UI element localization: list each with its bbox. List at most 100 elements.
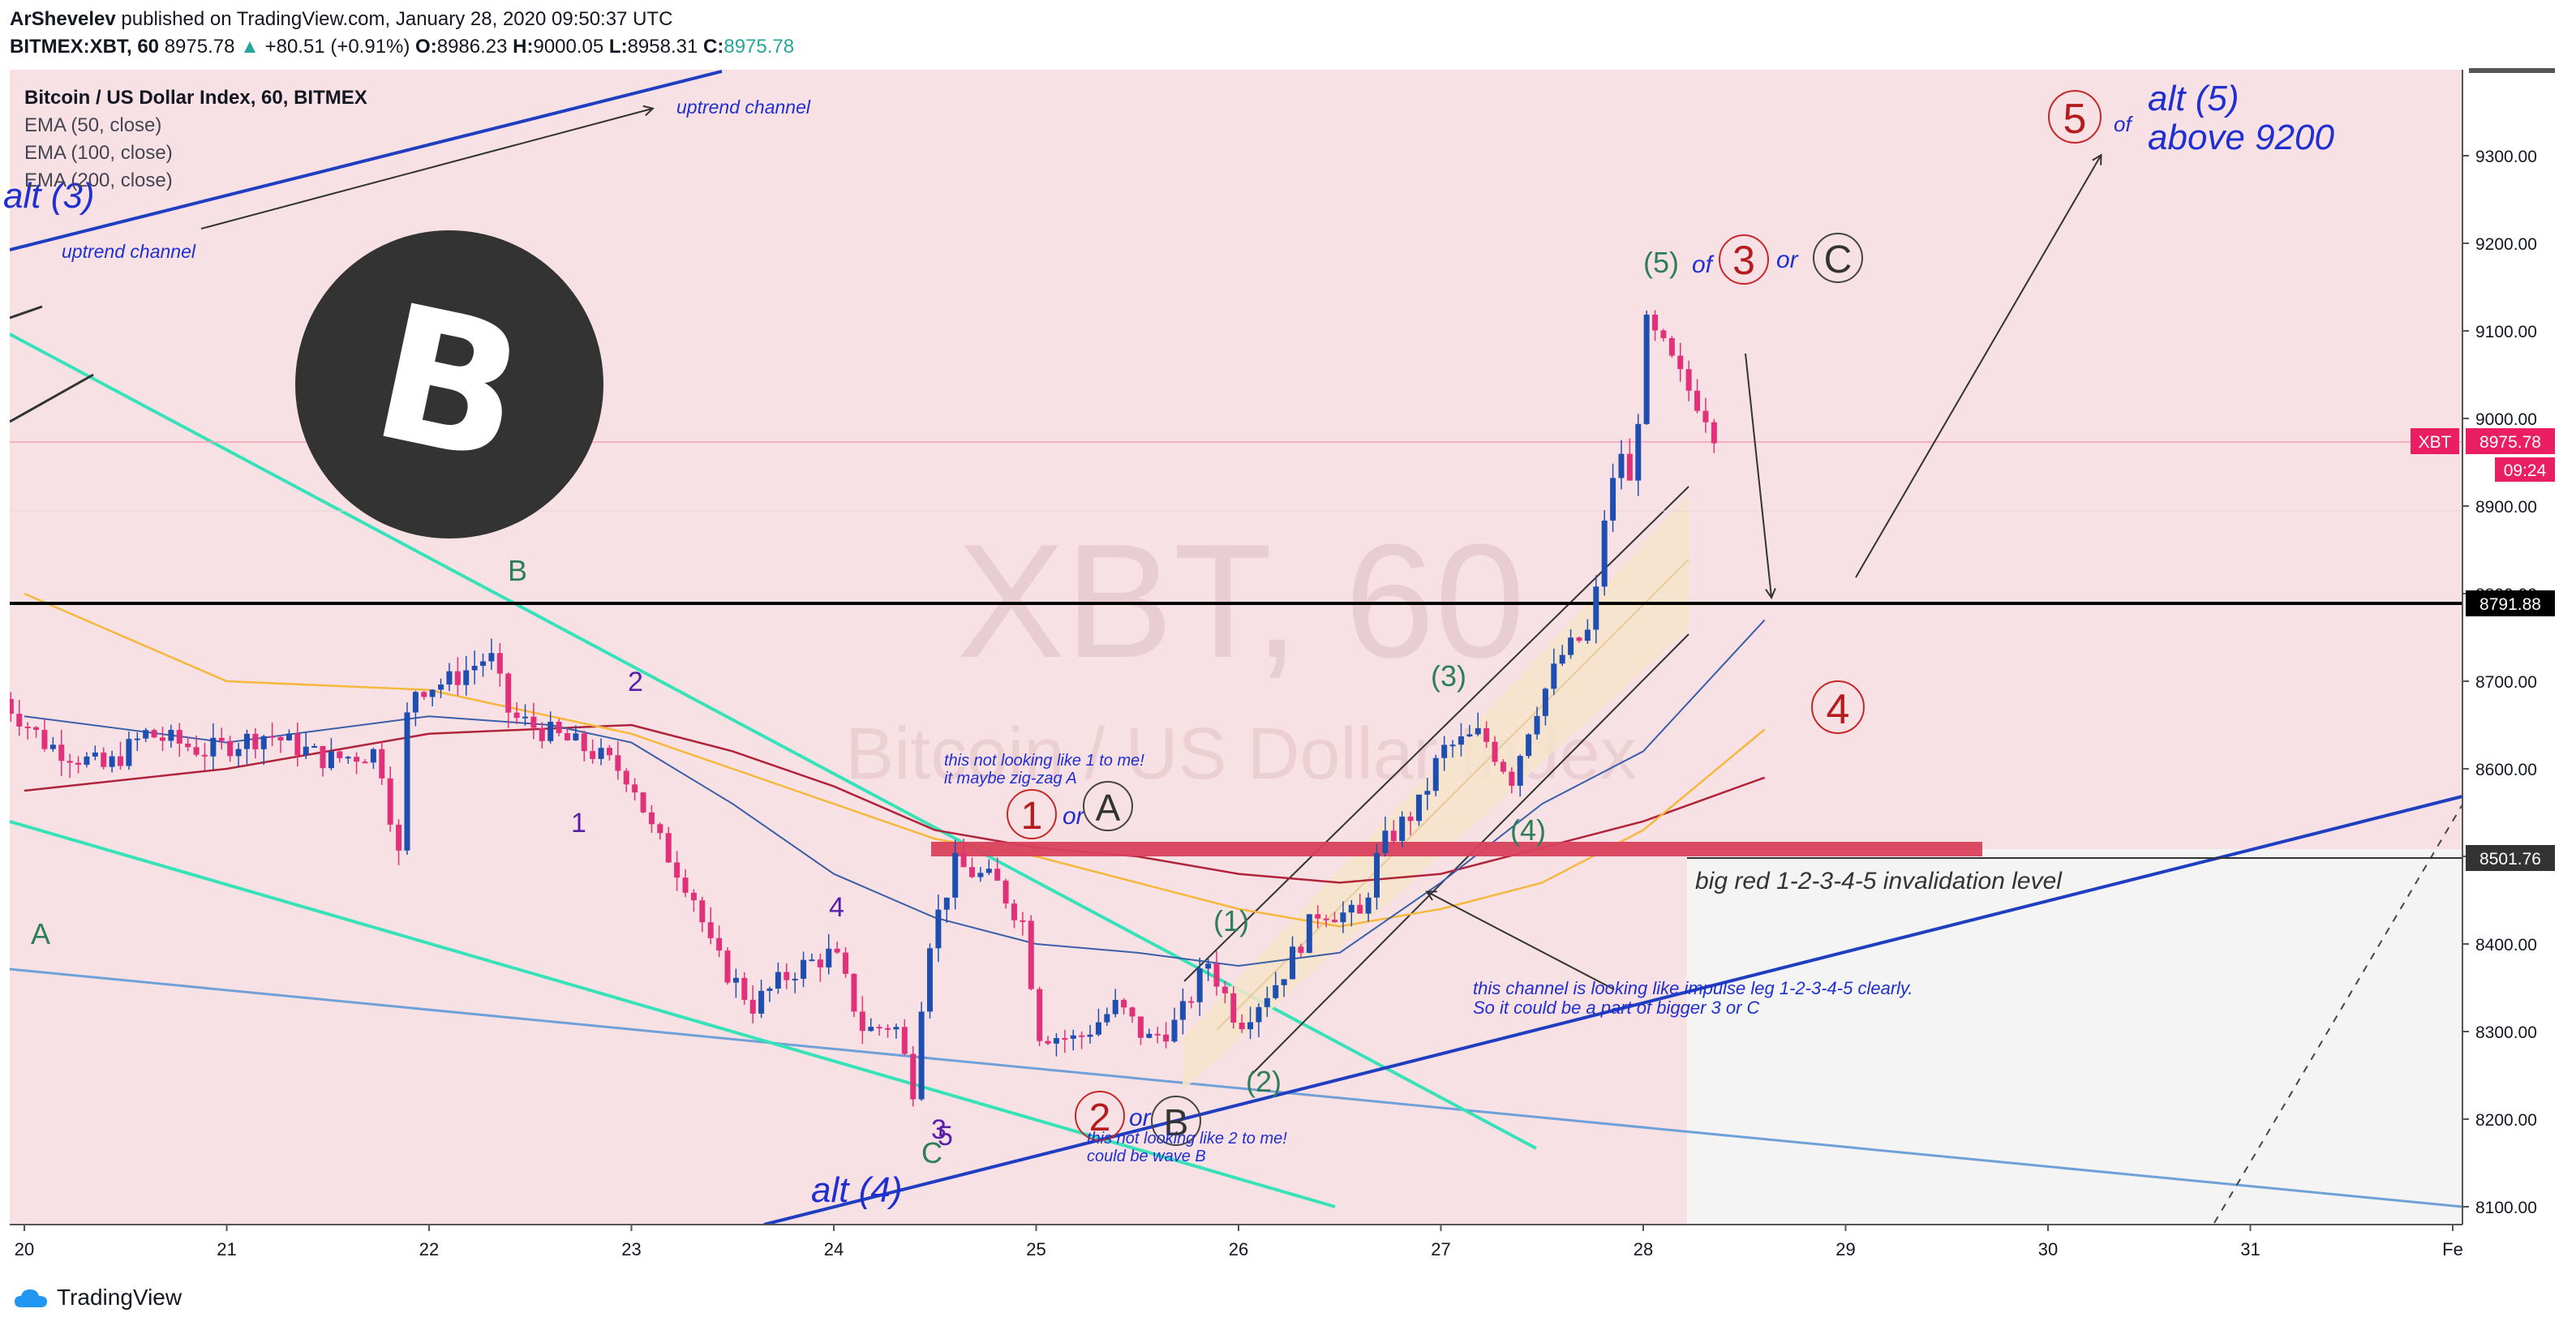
candle-body-up bbox=[1196, 968, 1203, 1002]
publish-text: published on TradingView.com, January 28… bbox=[121, 8, 673, 30]
uptrend-line-top[interactable] bbox=[10, 70, 723, 251]
candle-body-down bbox=[851, 973, 857, 1012]
wave-2-circle bbox=[1075, 1091, 1125, 1141]
level-8791-text: 8791.88 bbox=[2479, 595, 2541, 614]
candle-body-down bbox=[1221, 986, 1228, 993]
level-8791-tag: 8791.88 bbox=[2466, 590, 2555, 616]
uptrend-line-main[interactable] bbox=[763, 795, 2462, 1225]
candle-body-down bbox=[724, 950, 731, 983]
count-2: 2 bbox=[628, 667, 643, 697]
candle-body-down bbox=[564, 732, 570, 740]
candle-body-down bbox=[10, 698, 14, 714]
wave-2-big: 2 bbox=[1089, 1096, 1111, 1139]
candle-body-down bbox=[539, 727, 545, 741]
candle-body-down bbox=[530, 716, 537, 728]
price-tick-label: 9300.00 bbox=[2475, 148, 2537, 166]
price-tick-label: 8100.00 bbox=[2475, 1199, 2537, 1217]
candle-body-down bbox=[58, 744, 65, 762]
candle-body-down bbox=[269, 736, 276, 738]
or-label-3: or bbox=[1129, 1105, 1152, 1131]
candle-body-down bbox=[1668, 337, 1675, 356]
candle-body-down bbox=[1332, 920, 1338, 923]
subwave-4: (4) bbox=[1510, 813, 1546, 847]
tradingview-footer[interactable]: TradingView bbox=[13, 1285, 182, 1311]
author-name[interactable]: ArShevelev bbox=[10, 8, 116, 30]
candle-body-down bbox=[1163, 1034, 1170, 1042]
time-axis[interactable]: 20 21 22 23 24 25 26 27 28 29 30 31 Fe bbox=[15, 1225, 2463, 1259]
count-3: 3 bbox=[931, 1114, 947, 1145]
time-tick-label: 29 bbox=[1835, 1239, 1855, 1259]
green-C: C bbox=[921, 1136, 942, 1169]
candle-body-down bbox=[1677, 355, 1684, 370]
candle-body-down bbox=[1239, 1022, 1245, 1030]
price-tick-label: 9000.00 bbox=[2475, 410, 2537, 429]
candle-body-up bbox=[488, 653, 495, 662]
uptrend-label-top: uptrend channel bbox=[676, 97, 811, 118]
price-axis[interactable]: 8100.008200.008300.008400.008500.008600.… bbox=[2462, 148, 2537, 1217]
legend-ema50[interactable]: EMA (50, close) bbox=[24, 114, 162, 136]
wave-1-big: 1 bbox=[1021, 795, 1043, 838]
candle-body-down bbox=[817, 959, 823, 967]
time-tick-label: 27 bbox=[1431, 1239, 1450, 1259]
teal-trendline-upper bbox=[10, 332, 1537, 1150]
candle-body-up bbox=[918, 1011, 925, 1100]
candle-body-down bbox=[843, 952, 849, 974]
candle-body-up bbox=[766, 989, 773, 991]
current-price-tag: XBT 8975.78 09:24 bbox=[2411, 428, 2555, 482]
candle-body-up bbox=[480, 661, 487, 667]
of-label-1: of bbox=[1692, 251, 1715, 278]
candle-body-up bbox=[84, 756, 90, 766]
candle-body-down bbox=[151, 730, 157, 738]
alt5-line2: above 9200 bbox=[2148, 118, 2335, 157]
wave-5-big: 5 bbox=[2063, 96, 2087, 143]
candle-body-down bbox=[159, 737, 165, 741]
candle-body-down bbox=[640, 792, 646, 813]
candle-body-down bbox=[0, 690, 5, 699]
price-tick-label: 8600.00 bbox=[2475, 761, 2537, 779]
candle-body-up bbox=[1256, 1006, 1262, 1023]
tradingview-cloud-icon bbox=[15, 1289, 47, 1307]
candle-body-down bbox=[1390, 830, 1397, 842]
note1-line2: it maybe zig-zag A bbox=[944, 770, 1077, 787]
wave-3-label: 3 bbox=[1732, 238, 1755, 283]
candle-body-down bbox=[1062, 1038, 1068, 1040]
alt3-label: alt (3) bbox=[3, 176, 94, 216]
candle-body-down bbox=[67, 761, 73, 763]
candle-body-down bbox=[632, 784, 638, 793]
candle-body-down bbox=[1002, 880, 1009, 904]
candle-body-down bbox=[1626, 453, 1633, 481]
time-tick-label: 26 bbox=[1229, 1239, 1248, 1259]
candle-body-up bbox=[985, 869, 992, 873]
candle-body-down bbox=[1652, 314, 1659, 331]
price-change: +80.51 (+0.91%) bbox=[264, 36, 410, 58]
candle-body-up bbox=[1306, 914, 1312, 953]
candle-body-down bbox=[185, 743, 191, 748]
wave-5-paren: (5) bbox=[1643, 246, 1679, 279]
open-value: 8986.23 bbox=[436, 36, 508, 58]
candle-body-up bbox=[404, 712, 410, 851]
candle-body-up bbox=[1635, 423, 1642, 481]
candle-body-down bbox=[682, 877, 689, 893]
candle-body-down bbox=[320, 746, 326, 769]
candle-body-down bbox=[176, 730, 182, 744]
price-tick-label: 9100.00 bbox=[2475, 323, 2537, 341]
legend-ema200[interactable]: EMA (200, close) bbox=[24, 169, 173, 191]
candle-body-up bbox=[1542, 689, 1548, 716]
candle-body-up bbox=[1205, 963, 1212, 969]
candle-body-down bbox=[1298, 946, 1304, 953]
candle-body-down bbox=[1129, 1007, 1136, 1017]
time-tick-label: 22 bbox=[419, 1239, 439, 1259]
candle-body-up bbox=[1584, 629, 1591, 641]
candle-body-up bbox=[1087, 1034, 1093, 1037]
legend-title[interactable]: Bitcoin / US Dollar Index, 60, BITMEX bbox=[24, 87, 367, 109]
candle-body-down bbox=[960, 852, 967, 868]
candle-body-up bbox=[1432, 757, 1439, 792]
candle-body-down bbox=[1323, 918, 1329, 920]
price-tick-label: 8300.00 bbox=[2475, 1023, 2537, 1042]
invalidation-zone[interactable] bbox=[931, 842, 1982, 856]
candle-body-up bbox=[1593, 586, 1599, 630]
candle-body-down bbox=[648, 812, 655, 825]
xbt-tag-price: 8975.78 bbox=[2479, 433, 2541, 452]
legend-ema100[interactable]: EMA (100, close) bbox=[24, 142, 173, 164]
